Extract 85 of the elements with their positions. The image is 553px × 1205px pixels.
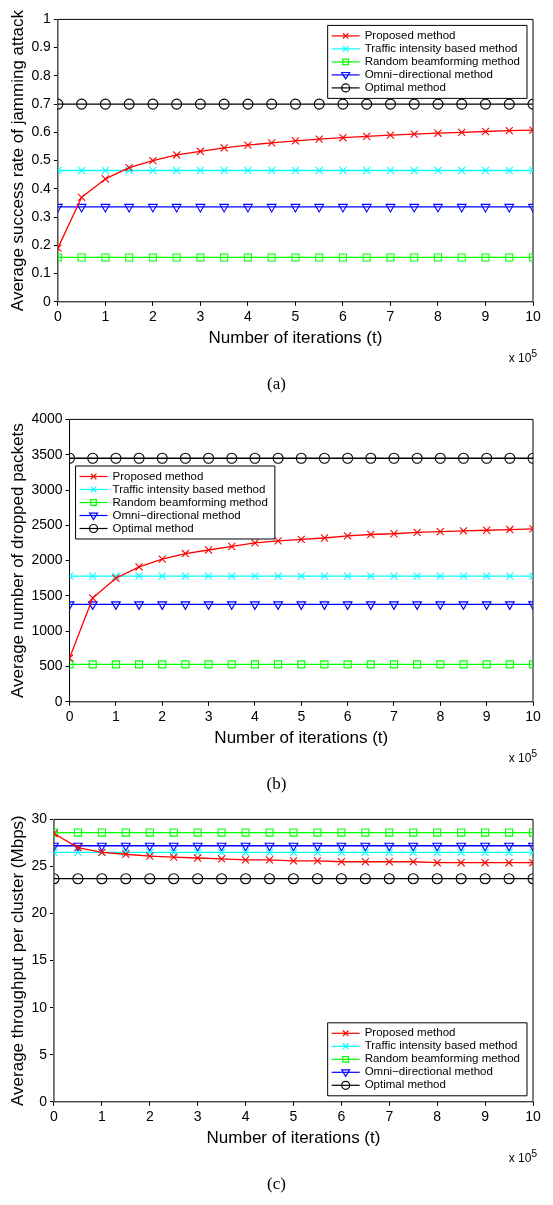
y-tick-label: 4000	[31, 410, 63, 427]
text: x 10$^{5}$	[508, 348, 537, 365]
y-tick-label: 0.8	[31, 66, 52, 83]
x-tick-label: 7	[386, 308, 395, 325]
x-tick-label: 5	[289, 1108, 298, 1125]
y-tick-label: 5	[39, 1045, 48, 1062]
y-tick-label: 15	[31, 951, 48, 968]
x-tick-label: 3	[196, 308, 205, 325]
legend-label: Random beamforming method	[112, 495, 268, 508]
y-tick-label: 2500	[31, 516, 63, 533]
text: (c)	[266, 1174, 287, 1194]
x-axis-title: Number of iterations (t)	[208, 328, 383, 348]
y-tick-label: 1	[43, 10, 52, 27]
y-tick-label: 0	[39, 1092, 48, 1109]
x-tick-label: 3	[204, 708, 213, 725]
legend-label: Omni−directional method	[364, 1065, 493, 1078]
x-tick-label: 2	[158, 708, 167, 725]
y-tick-label: 3000	[31, 480, 63, 497]
y-tick-label: 0.2	[31, 236, 52, 253]
legend-label: Proposed method	[364, 1026, 456, 1039]
x-tick-label: 1	[101, 308, 110, 325]
y-tick-label: 20	[31, 904, 48, 921]
x-tick-label: 3	[193, 1108, 202, 1125]
y-tick-label: 0.7	[31, 94, 52, 111]
y-tick-label: 1000	[31, 622, 63, 639]
x-axis-title: Number of iterations (t)	[206, 1128, 381, 1148]
x-tick-label: 7	[385, 1108, 394, 1125]
x-tick-label: 8	[434, 308, 443, 325]
legend-label: Omni−directional method	[112, 508, 241, 521]
x-tick-label: 4	[241, 1108, 250, 1125]
legend-label: Random beamforming method	[364, 55, 521, 68]
x-tick-label: 6	[343, 708, 352, 725]
y-tick-label: 25	[31, 857, 48, 874]
y-tick-label: 0.3	[31, 207, 52, 224]
text: (a)	[266, 374, 287, 394]
legend-label: Traffic intensity based method	[364, 1039, 518, 1052]
text: x 10$^{5}$	[508, 1148, 537, 1165]
x-tick-label: 9	[481, 1108, 490, 1125]
y-tick-label: 0	[54, 692, 63, 709]
y-tick-label: 2000	[31, 551, 63, 568]
y-tick-label: 0.5	[31, 151, 52, 168]
y-tick-label: 10	[31, 998, 48, 1015]
y-tick-label: 0.9	[31, 38, 52, 55]
legend-label: Traffic intensity based method	[112, 482, 266, 495]
text: x 10$^{5}$	[508, 748, 537, 765]
x-tick-label: 1	[97, 1108, 106, 1125]
x-tick-label: 10	[525, 1108, 541, 1125]
legend-label: Optimal method	[364, 81, 446, 94]
x-tick-label: 6	[339, 308, 348, 325]
y-axis-title: Average throughput per cluster (Mbps)	[7, 815, 27, 1106]
x-tick-label: 2	[145, 1108, 154, 1125]
y-tick-label: 0	[43, 292, 52, 309]
x-tick-label: 9	[482, 708, 491, 725]
x-tick-label: 5	[297, 708, 306, 725]
x-tick-label: 10	[525, 708, 541, 725]
y-tick-label: 0.6	[31, 123, 52, 140]
legend-label: Optimal method	[364, 1078, 446, 1091]
x-tick-label: 1	[111, 708, 120, 725]
x-tick-label: 2	[148, 308, 157, 325]
x-axis-title: Number of iterations (t)	[214, 728, 389, 748]
legend-label: Traffic intensity based method	[364, 42, 518, 55]
x-tick-label: 4	[244, 308, 253, 325]
y-tick-label: 0.1	[31, 264, 52, 281]
legend-label: Random beamforming method	[364, 1052, 521, 1065]
y-axis-title: Average success rate of jamming attack	[7, 9, 27, 312]
x-tick-label: 9	[481, 308, 490, 325]
y-axis-title: Average number of dropped packets	[7, 423, 27, 698]
x-tick-label: 7	[390, 708, 399, 725]
x-tick-label: 8	[433, 1108, 442, 1125]
legend-label: Proposed method	[112, 469, 204, 482]
y-tick-label: 0.4	[31, 179, 52, 196]
y-tick-label: 500	[39, 657, 63, 674]
legend-label: Optimal method	[112, 521, 194, 534]
x-tick-label: 6	[337, 1108, 346, 1125]
legend-label: Proposed method	[364, 29, 456, 42]
legend-label: Omni−directional method	[364, 68, 493, 81]
y-tick-label: 3500	[31, 445, 63, 462]
text: (b)	[265, 774, 288, 794]
y-tick-label: 1500	[31, 586, 63, 603]
x-tick-label: 0	[65, 708, 74, 725]
y-tick-label: 30	[31, 810, 48, 827]
x-tick-label: 4	[251, 708, 260, 725]
x-tick-label: 8	[436, 708, 445, 725]
x-tick-label: 10	[525, 308, 541, 325]
x-tick-label: 5	[291, 308, 300, 325]
